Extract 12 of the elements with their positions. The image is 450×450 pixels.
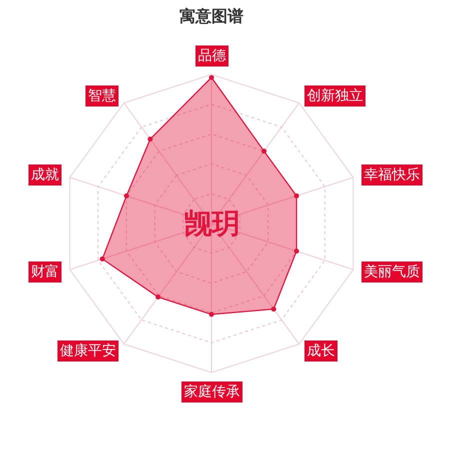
spoke-label: 家庭传承	[184, 384, 240, 400]
text: 觊玥	[184, 207, 240, 240]
spoke-label: 智慧	[88, 88, 116, 104]
spoke-label: 品德	[198, 48, 226, 64]
spoke-label: 财富	[31, 264, 59, 280]
spoke-label: 美丽气质	[364, 264, 420, 280]
spoke-label: 幸福快乐	[364, 167, 420, 183]
spoke-label: 创新独立	[307, 88, 363, 104]
spoke-label: 成就	[31, 167, 59, 183]
spoke-label: 成长	[307, 343, 335, 359]
spoke-label: 健康平安	[60, 343, 116, 359]
chart-title: 寓意图谱	[180, 6, 244, 26]
